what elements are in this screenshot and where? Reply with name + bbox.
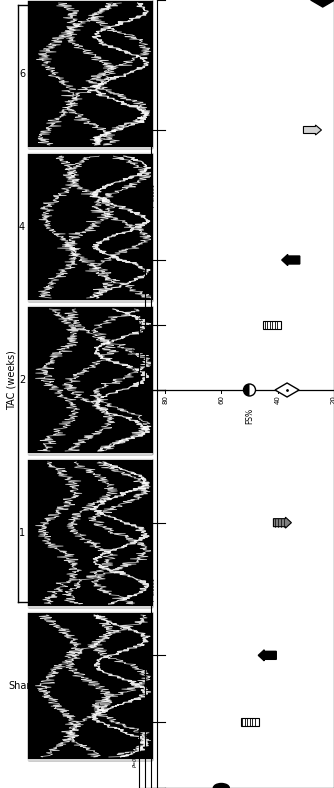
Text: P=0.0001: P=0.0001 <box>133 345 138 370</box>
Text: P=0.0001: P=0.0001 <box>145 643 150 667</box>
Text: 60: 60 <box>218 395 224 404</box>
Text: 6: 6 <box>19 69 25 79</box>
Text: P=0.0300: P=0.0300 <box>139 313 144 337</box>
FancyArrow shape <box>304 125 321 135</box>
Polygon shape <box>311 0 334 7</box>
Text: P=0.0001: P=0.0001 <box>133 743 138 767</box>
Bar <box>28 306 152 454</box>
Text: Sham: Sham <box>8 681 36 691</box>
Ellipse shape <box>213 783 229 788</box>
FancyArrow shape <box>258 650 276 661</box>
Bar <box>240 718 259 726</box>
Bar <box>263 321 281 329</box>
Text: 1: 1 <box>19 528 25 538</box>
Bar <box>28 459 152 607</box>
Text: FS%: FS% <box>245 408 254 424</box>
FancyArrow shape <box>274 517 292 528</box>
Text: 40: 40 <box>275 395 281 404</box>
Wedge shape <box>243 384 249 396</box>
Polygon shape <box>275 383 299 397</box>
Bar <box>28 612 152 760</box>
Text: P=0.0001: P=0.0001 <box>151 577 156 601</box>
Bar <box>28 0 152 148</box>
Text: P=0.0001: P=0.0001 <box>145 248 150 272</box>
Ellipse shape <box>243 384 256 396</box>
Text: P=0.0001: P=0.0001 <box>151 183 156 207</box>
Text: P=0.0355: P=0.0355 <box>139 709 144 734</box>
FancyArrow shape <box>282 255 300 266</box>
Text: 2: 2 <box>19 375 25 385</box>
Text: 80: 80 <box>162 395 168 404</box>
Text: 20: 20 <box>331 395 334 404</box>
Bar <box>28 153 152 301</box>
Text: 4: 4 <box>19 222 25 232</box>
Text: TAC (weeks): TAC (weeks) <box>7 350 17 410</box>
